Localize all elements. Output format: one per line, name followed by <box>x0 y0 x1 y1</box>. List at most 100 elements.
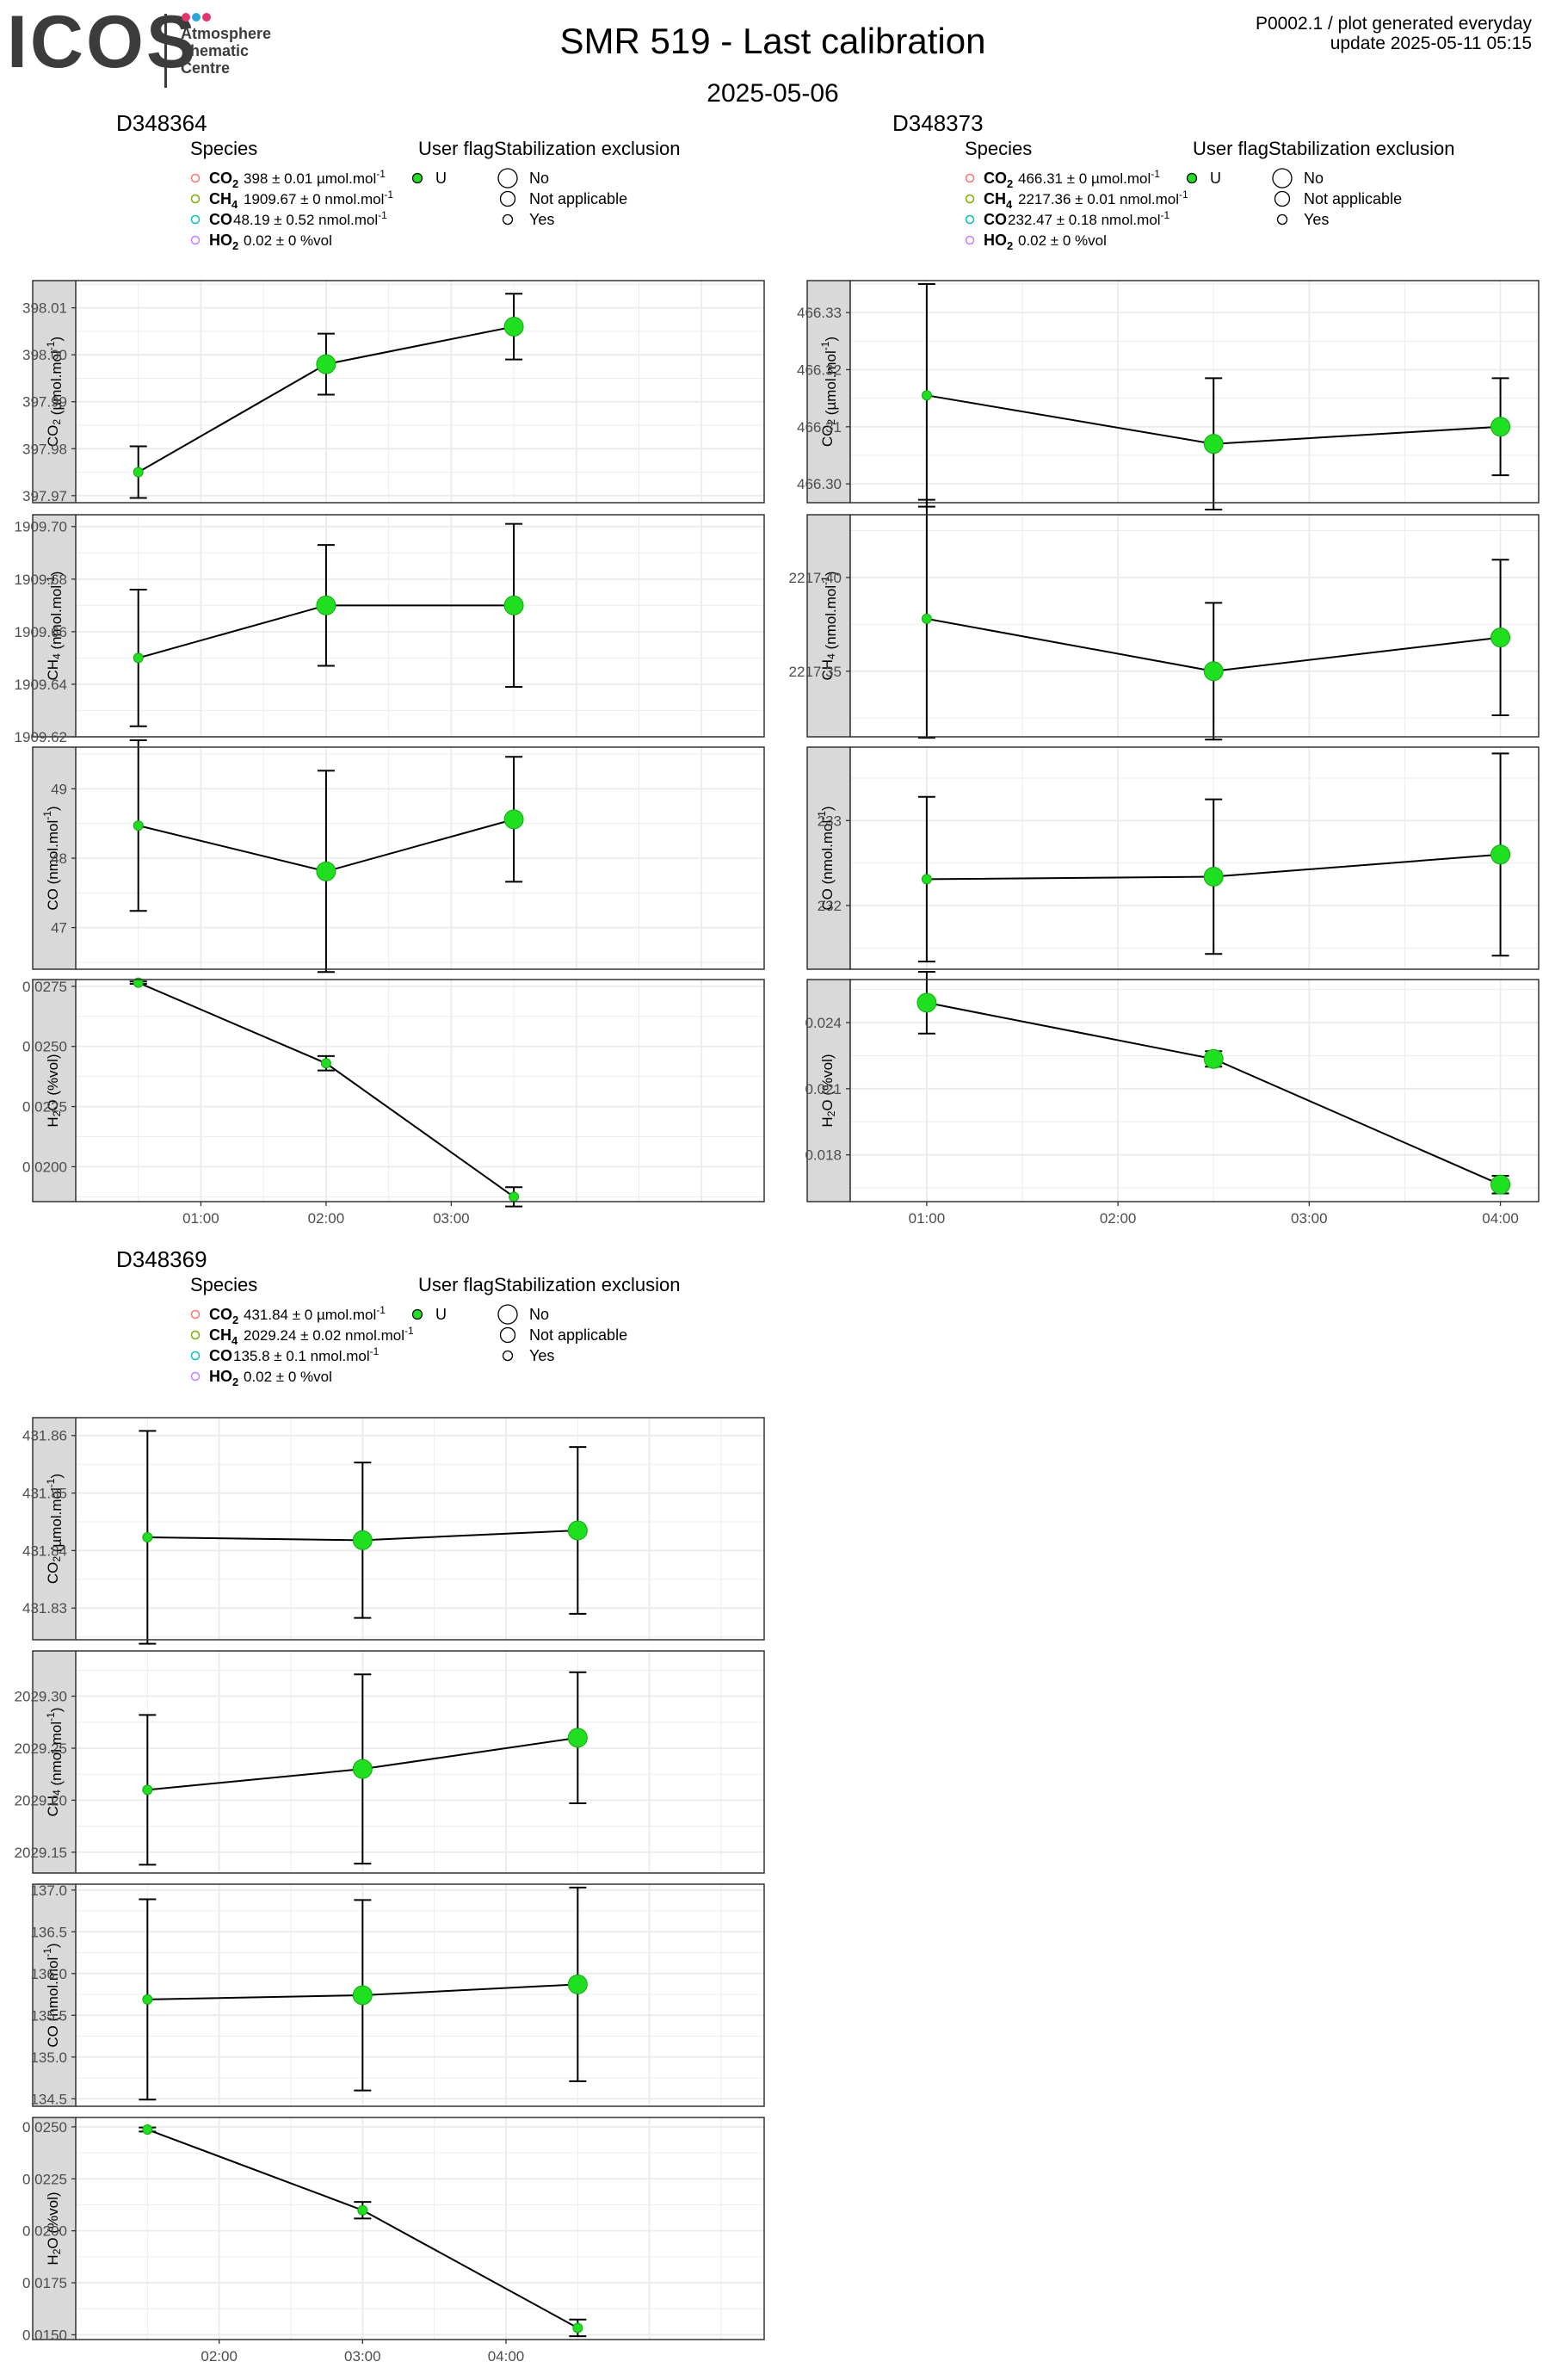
legend-stabilization-title: Stabilization exclusion <box>1268 138 1454 159</box>
panel-ylabel: CO (nmol.mol-1) <box>41 1943 61 2047</box>
y-tick-label: 1909.64 <box>15 677 67 693</box>
panel-border <box>75 1417 765 1641</box>
data-point <box>1203 1048 1224 1069</box>
chart-title: D348373 <box>892 110 984 136</box>
panel-background <box>76 515 764 737</box>
data-point <box>352 1759 373 1779</box>
legend-stabilization-marker <box>499 1326 516 1344</box>
y-tick-label: 135.0 <box>30 2049 67 2066</box>
y-tick-label: 0.0275 <box>22 979 67 995</box>
data-point <box>921 613 932 624</box>
data-point <box>572 2322 583 2334</box>
legend-stabilization-marker <box>1274 190 1291 207</box>
legend-species-title: Species <box>965 138 1032 159</box>
data-point <box>316 861 336 881</box>
y-tick-label: 431.85 <box>22 1486 67 1502</box>
y-tick-label: 0.0225 <box>22 2171 67 2187</box>
panel-border <box>75 1650 765 1874</box>
panel-ylabel: CO2 (µmol.mol-1) <box>45 337 65 447</box>
panel: CH4 (nmol.mol-1) 2029.15 2029.20 2029.25 202… <box>15 1650 765 1874</box>
legend-species-marker <box>190 214 201 225</box>
data-point <box>503 316 524 337</box>
data-point <box>567 1974 588 1994</box>
data-point <box>133 820 144 831</box>
data-point <box>133 652 144 664</box>
legend-stabilization-label: Yes <box>1304 211 1329 228</box>
panel-background <box>76 1884 764 2106</box>
legend-species-stats: 398 ± 0.01 µmol.mol-1 <box>244 168 386 187</box>
species-label: CO2 <box>984 170 1013 190</box>
y-tick-label: 466.33 <box>797 305 842 321</box>
data-point <box>503 809 524 830</box>
species-label: CO <box>984 211 1007 228</box>
data-point <box>320 1058 331 1069</box>
panel-strip <box>806 280 851 504</box>
y-tick-label: 136.0 <box>30 1966 67 1982</box>
page-date: 2025-05-06 <box>707 79 838 108</box>
legend-stabilization-label: No <box>529 1306 549 1323</box>
panel: CO (nmol.mol-1) 134.5 135.0 135.5 136.0 136.5… <box>30 1882 765 2107</box>
y-tick-label: 0.0250 <box>22 1039 67 1055</box>
panel-border <box>75 280 765 504</box>
logo-subtitle-line: Atmosphere <box>181 25 271 42</box>
x-tick-label: 03:00 <box>344 2348 381 2365</box>
legend-species-stats: 0.02 ± 0 %vol <box>244 232 332 249</box>
panel-border <box>849 979 1540 1202</box>
x-tick-label: 03:00 <box>1291 1210 1328 1227</box>
panel-border <box>75 746 765 970</box>
panel-strip <box>32 1417 77 1641</box>
legend-species-marker <box>965 235 975 245</box>
legend-species-title: Species <box>190 1274 257 1295</box>
legend-userflag-marker <box>1186 172 1198 184</box>
y-tick-label: 0.0225 <box>22 1099 67 1116</box>
y-tick-label: 466.31 <box>797 419 842 436</box>
x-tick-label: 04:00 <box>1482 1210 1519 1227</box>
legend-userflag-title: User flag <box>418 138 494 159</box>
data-point <box>1203 661 1224 682</box>
y-tick-label: 397.98 <box>22 441 67 457</box>
panel: CO2 (µmol.mol-1) 397.97 397.98 397.99 398.00… <box>22 280 765 504</box>
y-tick-label: 0.0200 <box>22 1159 67 1175</box>
legend-stabilization-label: Yes <box>529 1347 554 1364</box>
panel-background <box>850 747 1539 969</box>
x-tick-label: 02:00 <box>308 1210 345 1227</box>
panel-border <box>75 979 765 1202</box>
legend-species-stats: 232.47 ± 0.18 nmol.mol-1 <box>1008 209 1170 228</box>
y-tick-label: 0.0175 <box>22 2275 67 2291</box>
data-point <box>142 2124 153 2136</box>
panel-strip <box>32 1650 77 1874</box>
panel-background <box>76 1651 764 1873</box>
species-label: CO2 <box>209 1306 238 1326</box>
y-tick-label: 431.86 <box>22 1428 67 1444</box>
data-point <box>142 1784 153 1796</box>
update-info: update 2025-05-11 05:15 <box>1330 34 1532 53</box>
data-point <box>916 992 937 1013</box>
legend-stabilization-marker <box>502 213 514 226</box>
x-tick-label: 02:00 <box>201 2348 238 2365</box>
legend-userflag-label: U <box>435 170 447 187</box>
chart-title: D348369 <box>116 1246 207 1272</box>
species-label: CH4 <box>984 190 1013 211</box>
legend-stabilization-label: Yes <box>529 211 554 228</box>
panel: CH4 (nmol.mol-1)2217.35 2217.40 <box>789 498 1540 741</box>
data-point <box>509 1191 520 1202</box>
legend-species-marker <box>965 214 975 225</box>
panel-ylabel: CO (nmol.mol-1) <box>41 806 61 910</box>
legend-species-stats: 466.31 ± 0 µmol.mol-1 <box>1018 168 1160 187</box>
panel-border <box>75 514 765 738</box>
x-tick-label: 01:00 <box>909 1210 946 1227</box>
species-label: CH4 <box>209 190 238 211</box>
data-point <box>142 1532 153 1543</box>
y-tick-label: 2029.25 <box>15 1740 67 1757</box>
panel: H2O (%vol) 0.0150 0.0175 0.0200 0.0225 0.0250 <box>22 2117 765 2343</box>
panel-background <box>76 2117 764 2340</box>
legend-userflag-label: U <box>435 1306 447 1323</box>
y-tick-label: 397.97 <box>22 488 67 504</box>
legend-species-stats: 431.84 ± 0 µmol.mol-1 <box>244 1304 386 1323</box>
y-tick-label: 466.30 <box>797 476 842 492</box>
panel-ylabel: H2O (%vol) <box>45 2191 63 2265</box>
y-tick-label: 431.83 <box>22 1600 67 1617</box>
